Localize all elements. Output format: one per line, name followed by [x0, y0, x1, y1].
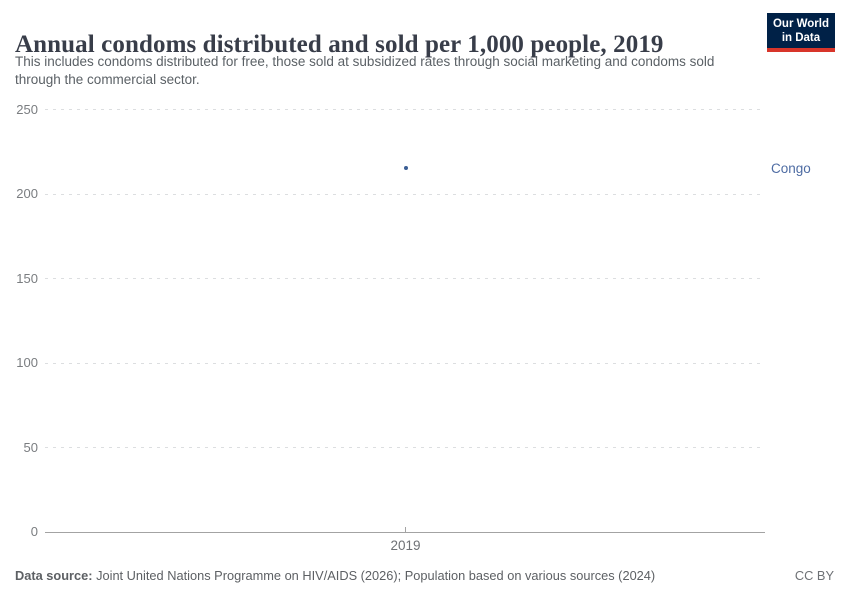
y-axis-tick-label: 150	[16, 270, 38, 286]
data-source-text: Joint United Nations Programme on HIV/AI…	[92, 568, 656, 583]
y-axis-tick-label: 200	[16, 186, 38, 202]
entity-label-congo[interactable]: Congo	[771, 160, 811, 176]
x-axis-tick-mark	[405, 526, 406, 532]
page-title: Annual condoms distributed and sold per …	[15, 30, 664, 58]
y-axis-tick-label: 0	[30, 524, 38, 540]
data-point-congo[interactable]	[403, 166, 408, 171]
data-source-note: Data source: Joint United Nations Progra…	[15, 568, 655, 583]
y-axis-tick-label: 100	[16, 355, 38, 371]
owid-logo-line1: Our World	[772, 18, 829, 30]
y-axis-tick-label: 50	[23, 439, 38, 455]
y-axis-tick-label: 250	[16, 101, 38, 117]
y-gridline	[45, 447, 765, 449]
data-source-label: Data source:	[15, 568, 93, 583]
y-gridline	[45, 362, 765, 364]
license-link[interactable]: CC BY	[794, 568, 834, 583]
x-axis-line	[45, 531, 765, 533]
x-axis-tick-label: 2019	[390, 538, 421, 554]
y-gridline	[45, 193, 765, 195]
chart-subtitle: This includes condoms distributed for fr…	[15, 54, 715, 87]
y-gridline	[45, 278, 765, 280]
owid-logo[interactable]: Our World in Data	[766, 13, 835, 52]
owid-logo-line2: in Data	[781, 31, 821, 44]
y-gridline	[45, 109, 765, 110]
